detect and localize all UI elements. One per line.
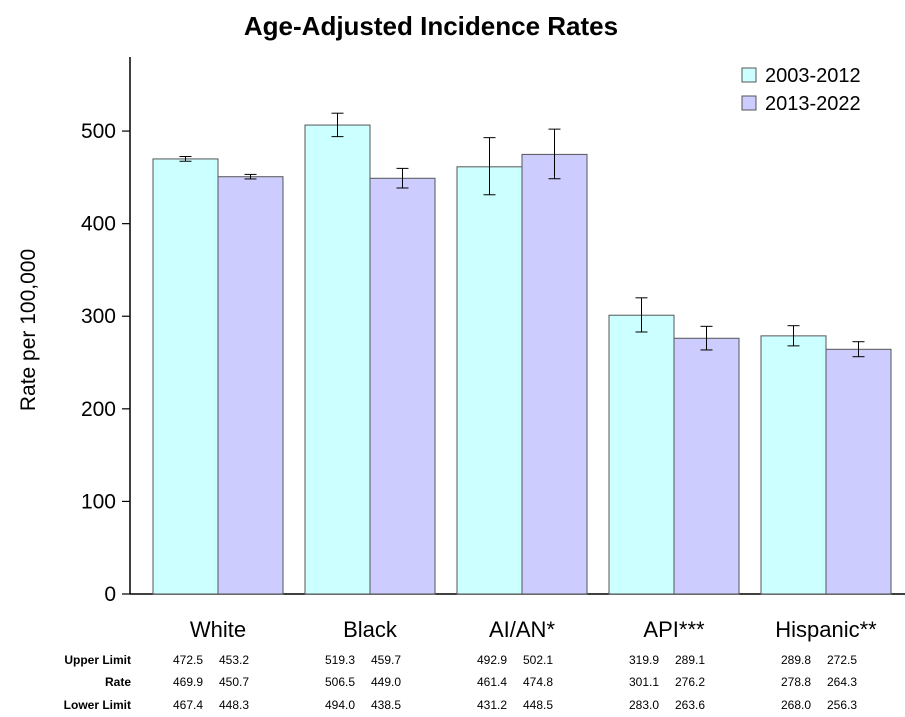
table-cell: 506.5 [325,675,355,689]
y-axis-label: Rate per 100,000 [17,249,40,411]
table-cell: 268.0 [781,698,811,712]
bar-series2 [825,348,892,595]
table-cell: 448.5 [523,698,553,712]
data-table: Upper Limit 472.5 453.2 519.3 459.7 492.9 502.… [64,653,858,712]
x-tick-label: API*** [643,617,705,642]
bar-series2 [217,176,284,595]
table-cell: 461.4 [477,675,507,689]
table-cell: 469.9 [173,675,203,689]
x-tick-label: Black [343,617,398,642]
bar-series1 [152,158,219,595]
y-tick-label: 0 [104,583,116,606]
bar-series1 [760,335,827,595]
table-cell: 519.3 [325,653,355,667]
table-cell: 431.2 [477,698,507,712]
bar-series1 [456,166,523,595]
y-tick-label: 400 [81,213,116,236]
x-tick-label: White [190,617,246,642]
y-tick-label: 500 [81,120,116,143]
table-cell: 256.3 [827,698,857,712]
table-cell: 494.0 [325,698,355,712]
y-tick-label: 300 [81,305,116,328]
table-cell: 459.7 [371,653,401,667]
table-cell: 289.1 [675,653,705,667]
table-cell: 438.5 [371,698,401,712]
table-cell: 289.8 [781,653,811,667]
legend-label: 2013-2022 [765,93,861,115]
table-cell: 276.2 [675,675,705,689]
x-tick-label: Hispanic** [775,617,877,642]
legend-swatch [741,67,757,83]
table-cell: 492.9 [477,653,507,667]
bar-series2 [521,153,588,595]
bar-series2 [673,337,740,595]
table-cell: 319.9 [629,653,659,667]
table-cell: 474.8 [523,675,553,689]
table-cell: 278.8 [781,675,811,689]
table-cell: 448.3 [219,698,249,712]
table-row-label: Lower Limit [64,698,131,712]
y-tick-label: 200 [81,398,116,421]
bar-series2 [369,177,436,595]
table-cell: 467.4 [173,698,203,712]
table-cell: 301.1 [629,675,659,689]
bar-series1 [608,314,675,595]
table-row-label: Rate [105,675,131,689]
legend: 2003-2012 2013-2022 [741,65,861,115]
table-cell: 449.0 [371,675,401,689]
table-cell: 450.7 [219,675,249,689]
table-cell: 283.0 [629,698,659,712]
table-cell: 502.1 [523,653,553,667]
legend-swatch [741,95,757,111]
y-tick-label: 100 [81,490,116,513]
table-cell: 264.3 [827,675,857,689]
table-cell: 453.2 [219,653,249,667]
table-row-label: Upper Limit [64,653,131,667]
bar-series1 [304,124,371,595]
legend-label: 2003-2012 [765,65,861,87]
table-cell: 263.6 [675,698,705,712]
table-cell: 272.5 [827,653,857,667]
chart-title: Age-Adjusted Incidence Rates [244,11,618,41]
plot-area: 0 100 200 300 400 500 White Black AI/AN* API*** Hi… [81,57,905,642]
table-cell: 472.5 [173,653,203,667]
x-tick-label: AI/AN* [489,617,555,642]
